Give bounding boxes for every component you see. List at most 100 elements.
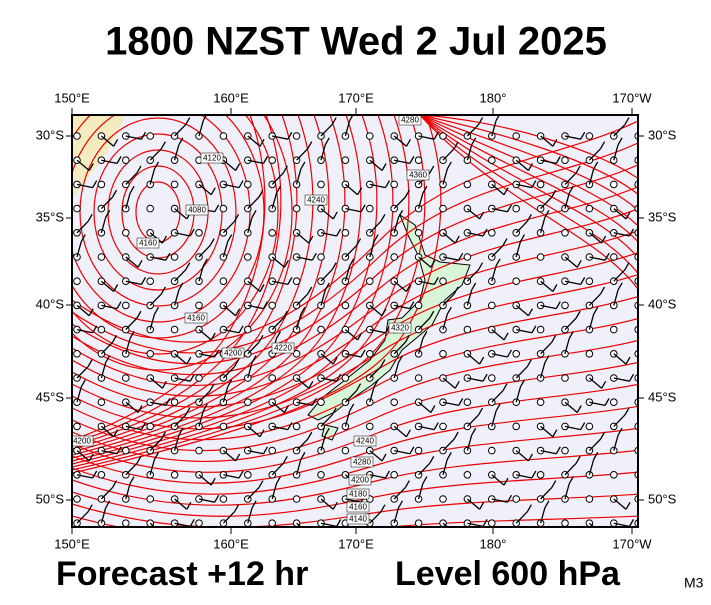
barb-staff — [125, 193, 131, 209]
wind-barb — [439, 132, 447, 140]
barb-staff — [466, 289, 473, 306]
barb-staff — [222, 366, 236, 379]
station — [536, 471, 545, 479]
wind-barb — [219, 470, 244, 479]
station — [439, 350, 447, 358]
barb-staff — [515, 450, 529, 462]
station — [439, 422, 447, 431]
wind-barb — [146, 277, 154, 286]
wind-barb — [317, 471, 325, 479]
barb-staff — [149, 293, 162, 306]
station — [512, 204, 521, 213]
barb-feather — [202, 115, 208, 121]
barb-feather — [628, 228, 635, 237]
wind-barb — [390, 301, 415, 310]
barb-feather — [116, 156, 122, 164]
barb-staff — [491, 120, 497, 137]
wind-barb — [341, 156, 350, 164]
barb-feather — [405, 284, 412, 292]
station — [97, 253, 106, 261]
barb-feather — [625, 211, 631, 220]
barb-staff — [564, 280, 581, 286]
wind-barb — [561, 131, 586, 140]
lat-label: 50°S — [648, 491, 677, 506]
barb-feather — [422, 331, 428, 339]
station — [341, 301, 350, 310]
station — [366, 422, 374, 431]
station — [341, 374, 350, 382]
barb-staff — [564, 425, 581, 431]
barb-staff — [198, 265, 204, 282]
barb-staff — [418, 401, 432, 414]
barb-feather — [380, 213, 386, 222]
wind-barb — [170, 471, 179, 479]
wind-barb — [244, 180, 252, 189]
barb-staff — [417, 338, 424, 354]
wind-barb — [317, 519, 342, 527]
wind-barb — [219, 495, 228, 503]
barb-staff — [222, 241, 229, 258]
station — [268, 156, 277, 164]
wind-barb — [73, 325, 98, 334]
barb-feather — [105, 210, 111, 218]
barb-feather — [324, 282, 330, 291]
barb-feather — [186, 356, 192, 365]
contour-label-box — [350, 456, 374, 468]
barb-staff — [198, 498, 215, 503]
barb-feather — [617, 282, 623, 291]
wind-barb — [219, 180, 244, 189]
wind-barb — [219, 359, 240, 382]
wind-barb — [610, 407, 630, 431]
wind-barb — [536, 480, 557, 503]
barb-staff — [100, 135, 115, 147]
barb-staff — [564, 462, 577, 476]
barb-staff — [271, 317, 284, 331]
wind-barb — [317, 180, 325, 189]
wind-barb — [414, 277, 439, 286]
barb-staff — [613, 522, 630, 527]
barb-staff — [491, 390, 504, 403]
barb-feather — [140, 131, 147, 140]
contour — [72, 471, 638, 517]
barb-feather — [185, 117, 191, 125]
barb-staff — [369, 511, 382, 524]
barb-feather — [140, 422, 147, 430]
barb-feather — [283, 405, 290, 413]
station — [97, 325, 106, 334]
wind-barb — [195, 471, 216, 486]
wind-barb — [536, 253, 545, 261]
barb-feather — [116, 301, 122, 309]
wind-barb — [146, 306, 160, 334]
wind-barb — [268, 374, 277, 382]
wind-barb — [512, 180, 537, 189]
barb-feather — [300, 161, 306, 170]
contour — [72, 115, 442, 474]
wind-barb — [414, 446, 423, 455]
station — [73, 277, 81, 286]
station — [439, 495, 447, 503]
barb-feather — [160, 141, 166, 150]
wind-barb — [170, 117, 191, 140]
barb-staff — [320, 498, 334, 510]
barb-feather — [202, 403, 208, 412]
barb-staff — [418, 280, 435, 286]
barb-staff — [223, 474, 240, 479]
wind-barb — [170, 262, 191, 286]
barb-feather — [575, 455, 581, 464]
wind-barb — [561, 185, 574, 213]
barb-staff — [613, 414, 626, 427]
barb-feather — [331, 117, 337, 125]
wind-barb — [536, 189, 557, 213]
barb-feather — [555, 156, 561, 164]
barb-feather — [526, 359, 532, 367]
station — [146, 132, 154, 140]
wind-barb — [268, 398, 290, 414]
wind-barb — [170, 282, 184, 310]
station — [122, 301, 130, 310]
contour-label-box — [184, 312, 208, 324]
barb-staff — [442, 459, 448, 475]
wind-barb — [317, 228, 342, 237]
wind-barb — [341, 229, 350, 237]
contour-label: 4180 — [349, 490, 367, 499]
wind-barb — [341, 238, 362, 261]
